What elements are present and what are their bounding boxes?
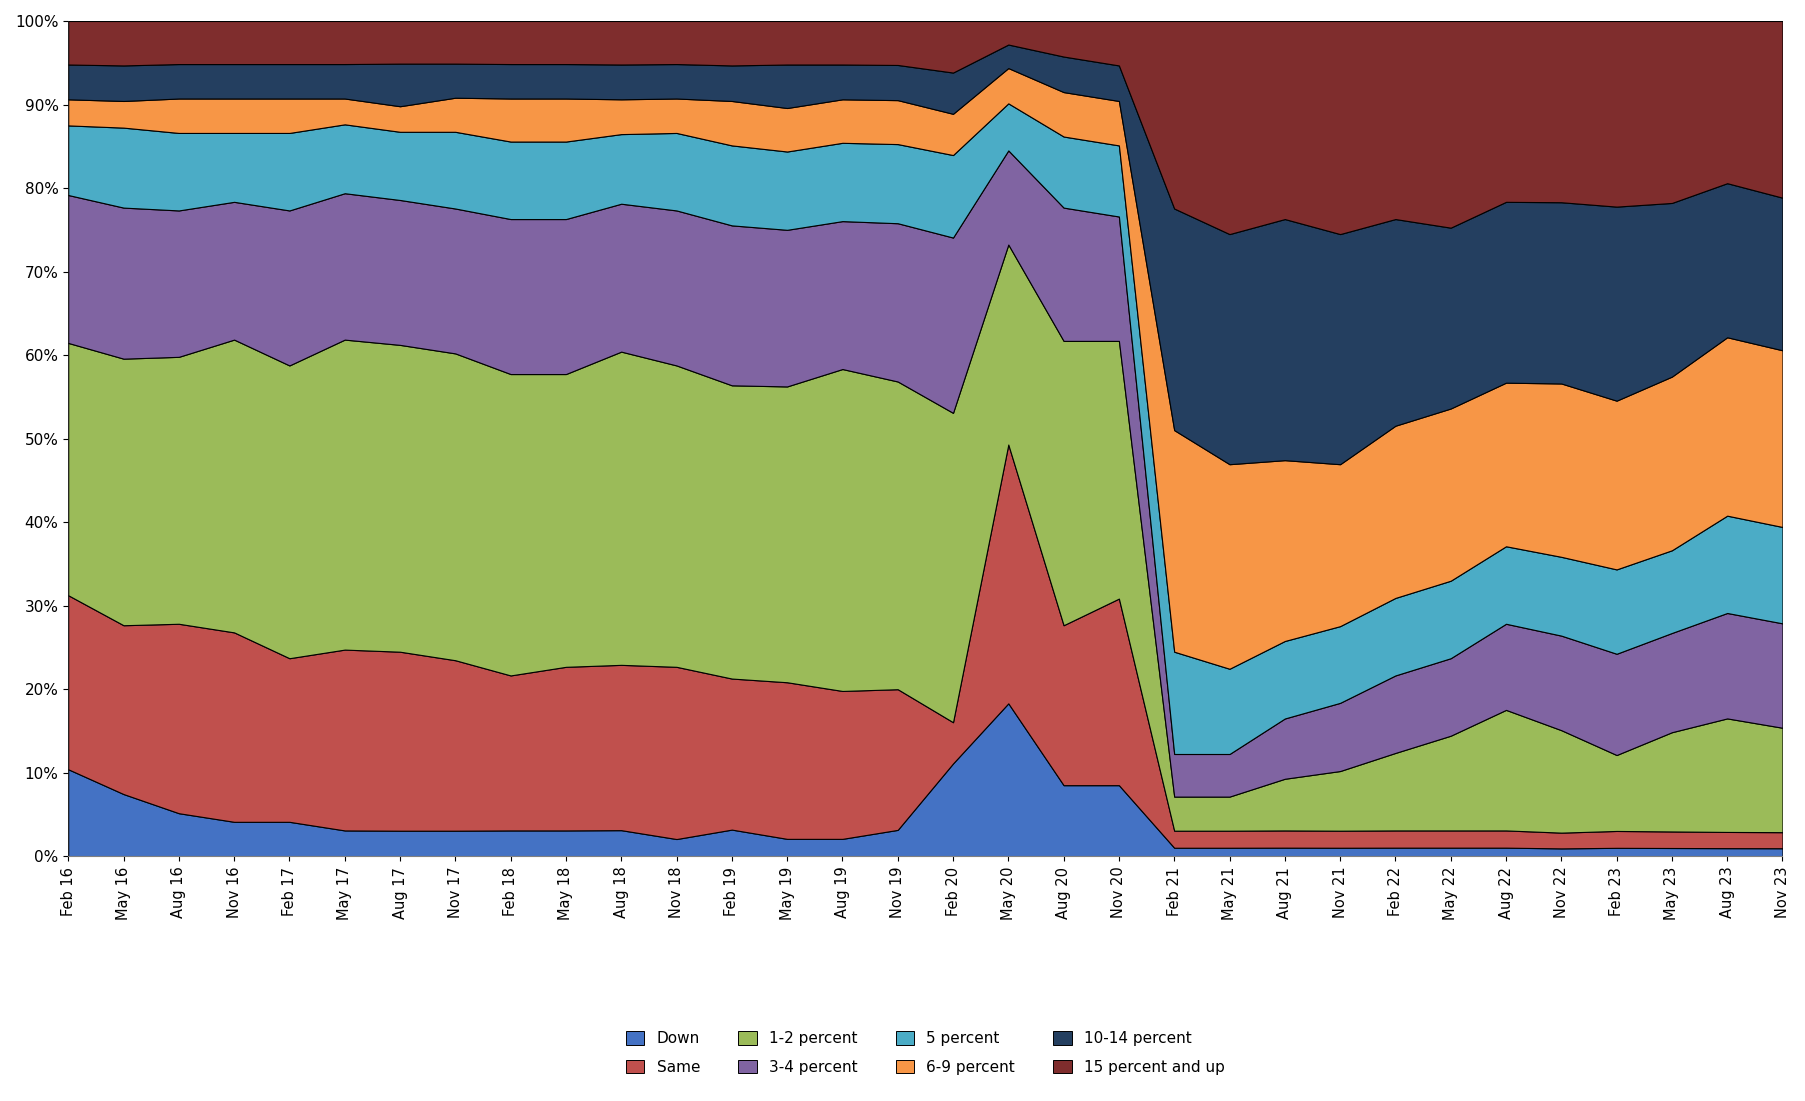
- Legend: Down, Same, 1-2 percent, 3-4 percent, 5 percent, 6-9 percent, 10-14 percent, 15 : Down, Same, 1-2 percent, 3-4 percent, 5 …: [619, 1023, 1233, 1082]
